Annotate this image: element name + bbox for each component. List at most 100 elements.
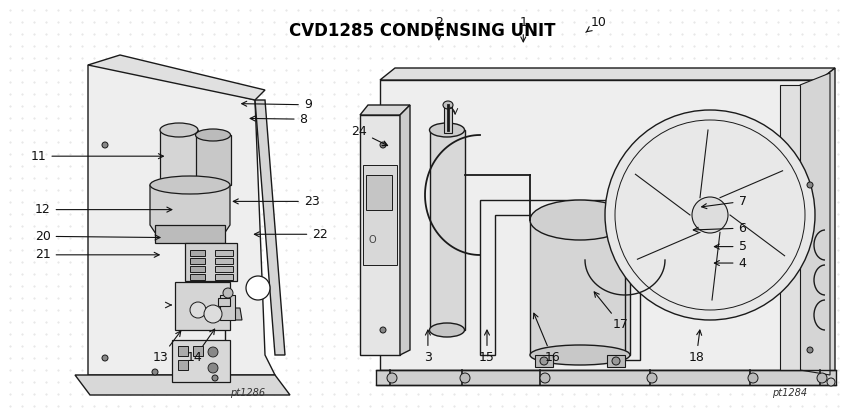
Text: 17: 17 bbox=[594, 292, 629, 331]
Circle shape bbox=[102, 355, 108, 361]
Polygon shape bbox=[430, 130, 465, 330]
Text: 1: 1 bbox=[519, 16, 528, 42]
Bar bbox=[160, 130, 198, 185]
Ellipse shape bbox=[160, 123, 198, 137]
Ellipse shape bbox=[530, 345, 630, 365]
Polygon shape bbox=[150, 185, 230, 240]
Polygon shape bbox=[215, 308, 242, 320]
Bar bbox=[363, 165, 397, 265]
Circle shape bbox=[540, 357, 548, 365]
Circle shape bbox=[223, 288, 233, 298]
Bar bbox=[190, 250, 205, 256]
Bar bbox=[172, 340, 230, 382]
Circle shape bbox=[692, 197, 728, 233]
Bar bbox=[190, 266, 205, 272]
Circle shape bbox=[380, 327, 386, 333]
Polygon shape bbox=[360, 115, 400, 355]
Polygon shape bbox=[380, 80, 820, 370]
Text: 16: 16 bbox=[533, 313, 560, 364]
Ellipse shape bbox=[443, 101, 453, 109]
Ellipse shape bbox=[530, 200, 630, 240]
Circle shape bbox=[152, 369, 158, 375]
Ellipse shape bbox=[160, 178, 198, 192]
Text: CVD1285 CONDENSING UNIT: CVD1285 CONDENSING UNIT bbox=[289, 22, 555, 40]
Polygon shape bbox=[380, 68, 835, 80]
Circle shape bbox=[246, 276, 270, 300]
Text: 24: 24 bbox=[351, 125, 387, 145]
Bar bbox=[607, 355, 625, 367]
Text: 9: 9 bbox=[241, 98, 311, 111]
Circle shape bbox=[605, 110, 815, 320]
Text: 20: 20 bbox=[35, 230, 160, 243]
Text: pt1284: pt1284 bbox=[772, 388, 808, 398]
Circle shape bbox=[102, 142, 108, 148]
Text: 5: 5 bbox=[714, 240, 746, 253]
Text: 18: 18 bbox=[689, 330, 704, 364]
Text: 14: 14 bbox=[187, 329, 214, 364]
Text: pt1286: pt1286 bbox=[230, 388, 266, 398]
Polygon shape bbox=[800, 73, 830, 375]
Text: 4: 4 bbox=[714, 256, 746, 270]
Circle shape bbox=[212, 375, 218, 381]
Circle shape bbox=[380, 142, 386, 148]
Bar bbox=[178, 346, 188, 356]
Ellipse shape bbox=[430, 123, 464, 137]
Text: 7: 7 bbox=[701, 195, 746, 209]
Circle shape bbox=[540, 373, 550, 383]
Text: 11: 11 bbox=[30, 150, 164, 163]
Circle shape bbox=[647, 373, 657, 383]
Bar bbox=[366, 175, 392, 210]
Bar bbox=[215, 274, 233, 280]
Ellipse shape bbox=[430, 323, 464, 337]
Circle shape bbox=[748, 373, 758, 383]
Circle shape bbox=[817, 373, 827, 383]
Text: 2: 2 bbox=[435, 16, 443, 40]
Polygon shape bbox=[255, 100, 285, 355]
Ellipse shape bbox=[196, 129, 230, 141]
Bar bbox=[215, 266, 233, 272]
Polygon shape bbox=[820, 68, 835, 378]
Circle shape bbox=[612, 357, 620, 365]
Bar bbox=[220, 295, 235, 320]
Circle shape bbox=[190, 302, 206, 318]
Circle shape bbox=[460, 373, 470, 383]
Text: 22: 22 bbox=[254, 228, 328, 241]
Bar bbox=[535, 355, 553, 367]
Bar bbox=[178, 360, 188, 370]
Bar bbox=[218, 298, 230, 306]
Text: 10: 10 bbox=[586, 16, 607, 32]
Bar bbox=[196, 135, 231, 185]
Polygon shape bbox=[530, 220, 630, 355]
Text: 23: 23 bbox=[233, 195, 320, 208]
Circle shape bbox=[208, 347, 218, 357]
Bar bbox=[190, 258, 205, 264]
Bar bbox=[444, 105, 452, 133]
Bar bbox=[155, 225, 225, 243]
Ellipse shape bbox=[150, 176, 230, 194]
Bar bbox=[185, 243, 237, 281]
Circle shape bbox=[204, 305, 222, 323]
Polygon shape bbox=[376, 370, 836, 385]
Text: 21: 21 bbox=[35, 248, 160, 261]
Bar bbox=[193, 346, 203, 356]
Text: 15: 15 bbox=[479, 330, 495, 364]
Text: 6: 6 bbox=[693, 222, 746, 235]
Circle shape bbox=[827, 378, 835, 386]
Circle shape bbox=[807, 347, 813, 353]
Bar bbox=[215, 258, 233, 264]
Bar bbox=[215, 250, 233, 256]
Bar bbox=[190, 274, 205, 280]
Text: O: O bbox=[368, 235, 376, 245]
Circle shape bbox=[208, 363, 218, 373]
Polygon shape bbox=[75, 375, 290, 395]
Bar bbox=[175, 282, 230, 330]
Polygon shape bbox=[88, 55, 265, 100]
Text: 13: 13 bbox=[153, 331, 181, 364]
Text: 8: 8 bbox=[250, 113, 307, 126]
Polygon shape bbox=[360, 105, 410, 115]
Polygon shape bbox=[400, 105, 410, 355]
Circle shape bbox=[807, 182, 813, 188]
Polygon shape bbox=[88, 65, 275, 375]
Circle shape bbox=[387, 373, 397, 383]
Text: 12: 12 bbox=[35, 203, 172, 216]
